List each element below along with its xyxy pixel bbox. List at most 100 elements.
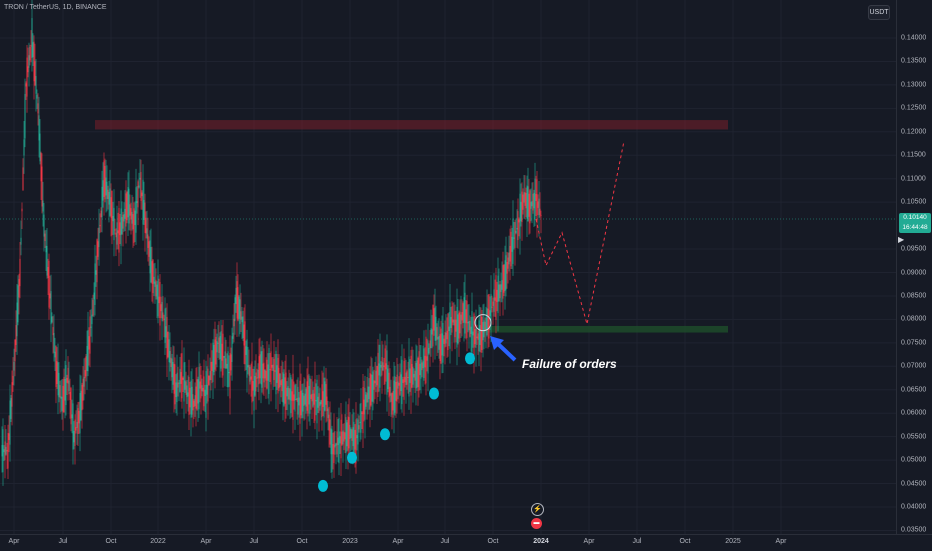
candle-body bbox=[83, 377, 85, 387]
time-tick: Jul bbox=[58, 538, 68, 545]
candle-body bbox=[126, 191, 128, 221]
time-tick: Jul bbox=[249, 538, 259, 545]
candle-body bbox=[250, 376, 252, 380]
candle-body bbox=[445, 332, 447, 344]
candle-body bbox=[447, 313, 449, 351]
candle-body bbox=[398, 382, 400, 386]
candle-body bbox=[419, 363, 421, 376]
candle-body bbox=[316, 379, 318, 424]
chart-area[interactable]: TRON / TetherUS, 1D, BINANCE USDT Failur… bbox=[0, 0, 896, 534]
candle-body bbox=[512, 218, 514, 264]
candle-body bbox=[501, 280, 503, 290]
candle-body bbox=[332, 444, 334, 455]
candle-body bbox=[500, 284, 502, 292]
candle-body bbox=[9, 400, 11, 445]
candle-body bbox=[402, 379, 404, 383]
candle-body bbox=[331, 429, 333, 472]
candle-body bbox=[353, 421, 355, 455]
candle-body bbox=[463, 297, 465, 323]
candle-body bbox=[62, 385, 64, 413]
price-tick: 0.12000 bbox=[901, 128, 927, 136]
candle-body bbox=[437, 336, 439, 340]
candle-body bbox=[405, 372, 407, 385]
candle-body bbox=[460, 314, 462, 325]
candle-body bbox=[388, 372, 390, 398]
candle-body bbox=[341, 431, 343, 445]
time-tick: Oct bbox=[105, 538, 117, 545]
candle-body bbox=[264, 369, 266, 379]
candle-body bbox=[474, 329, 476, 345]
candle-body bbox=[203, 376, 205, 407]
candle-body bbox=[84, 370, 86, 379]
candle-body bbox=[64, 378, 66, 401]
time-axis[interactable]: Apr Jul Oct 2022 Apr Jul Oct 2023 Apr Jul Oct 2024 A… bbox=[0, 534, 932, 551]
buy-marker bbox=[318, 479, 328, 492]
candle-body bbox=[121, 217, 123, 235]
candle-body bbox=[514, 222, 516, 248]
price-chart[interactable] bbox=[0, 0, 896, 534]
candle-body bbox=[374, 380, 376, 384]
scroll-right-icon[interactable]: ▶ bbox=[898, 235, 905, 244]
candle-body bbox=[230, 354, 232, 371]
candle-body bbox=[479, 325, 481, 345]
candle-body bbox=[453, 319, 455, 326]
candle-body bbox=[252, 381, 254, 391]
candle-body bbox=[268, 347, 270, 394]
candle-body bbox=[113, 207, 115, 241]
candle-body bbox=[205, 371, 207, 418]
candle-body bbox=[478, 320, 480, 352]
candle-body bbox=[349, 424, 351, 440]
candle-body bbox=[404, 376, 406, 383]
candle-body bbox=[80, 390, 82, 421]
candle-body bbox=[339, 436, 341, 444]
candle-body bbox=[258, 356, 260, 385]
symbol-header[interactable]: TRON / TetherUS, 1D, BINANCE bbox=[4, 4, 107, 11]
candle-body bbox=[147, 234, 149, 248]
price-axis[interactable]: 0.14000 0.13500 0.13000 0.12500 0.12000 0.115… bbox=[896, 0, 932, 534]
candle-body bbox=[33, 41, 35, 82]
time-tick: Apr bbox=[775, 538, 787, 545]
candle-body bbox=[227, 351, 229, 388]
candle-body bbox=[522, 194, 524, 210]
candle-body bbox=[233, 318, 235, 327]
candle-body bbox=[229, 352, 231, 399]
earnings-icon[interactable]: ▬ bbox=[531, 518, 542, 529]
candle-body bbox=[423, 348, 425, 378]
candle-body bbox=[204, 389, 206, 397]
candle-body bbox=[369, 373, 371, 410]
candle-body bbox=[129, 204, 131, 216]
candle-body bbox=[22, 167, 24, 190]
time-tick: 2022 bbox=[150, 538, 166, 545]
candle-body bbox=[226, 363, 228, 369]
events-icon[interactable]: ⚡ bbox=[531, 503, 544, 516]
candle-body bbox=[344, 432, 346, 440]
arrow-shaft bbox=[494, 340, 517, 362]
candle-body bbox=[352, 427, 354, 447]
candle-body bbox=[373, 380, 375, 390]
candle-body bbox=[520, 201, 522, 222]
candle-body bbox=[14, 340, 16, 362]
candle-body bbox=[3, 449, 5, 453]
candle-body bbox=[7, 432, 9, 469]
candle-body bbox=[276, 365, 278, 383]
candle-body bbox=[34, 61, 36, 86]
candle-body bbox=[104, 165, 106, 200]
candle-body bbox=[433, 308, 435, 331]
currency-button[interactable]: USDT bbox=[868, 5, 890, 20]
candle-body bbox=[451, 306, 453, 333]
candle-body bbox=[245, 346, 247, 355]
candle-body bbox=[25, 83, 27, 87]
candle-body bbox=[363, 399, 365, 415]
candle-body bbox=[449, 302, 451, 349]
candle-body bbox=[313, 393, 315, 405]
candle-body bbox=[193, 400, 195, 408]
candle-body bbox=[416, 360, 418, 388]
candle-body bbox=[496, 289, 498, 303]
candle-body bbox=[138, 185, 140, 188]
candle-body bbox=[123, 214, 125, 222]
candle-body bbox=[24, 93, 26, 139]
candle-body bbox=[289, 388, 291, 401]
candle-body bbox=[487, 308, 489, 331]
candle-body bbox=[174, 364, 176, 405]
candle-body bbox=[72, 403, 74, 450]
